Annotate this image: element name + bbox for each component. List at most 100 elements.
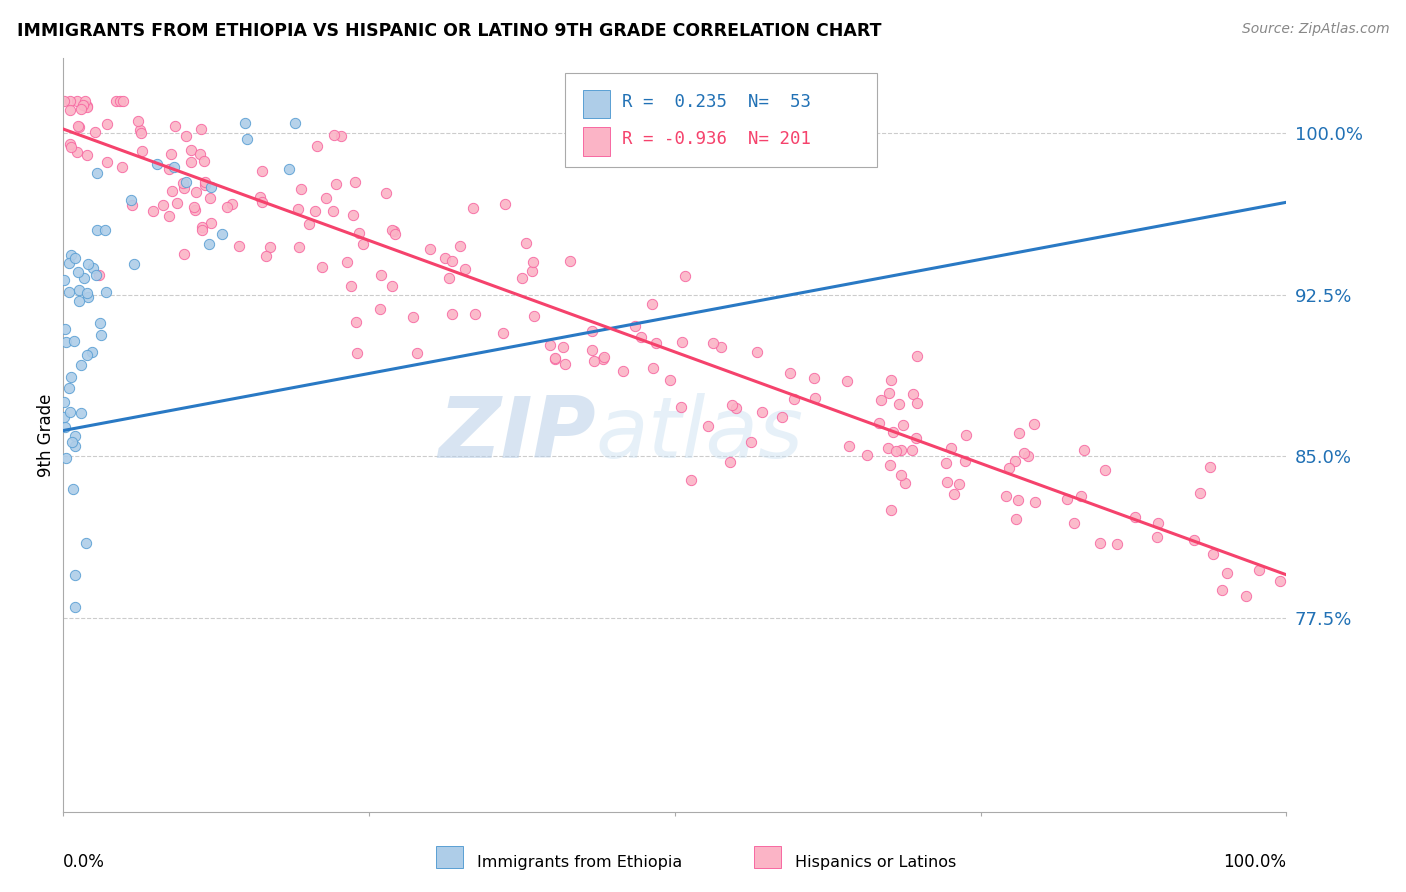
- Point: [221, 197, 243, 211]
- Point: [63, 439, 86, 453]
- Point: [659, 373, 682, 387]
- Point: [492, 326, 515, 340]
- Point: [1123, 509, 1146, 524]
- FancyBboxPatch shape: [565, 73, 877, 168]
- Point: [890, 443, 912, 458]
- Point: [461, 201, 484, 215]
- Point: [250, 164, 273, 178]
- Point: [449, 238, 471, 252]
- Point: [838, 439, 860, 453]
- Point: [522, 264, 544, 278]
- Point: [72, 98, 94, 112]
- Point: [894, 476, 917, 491]
- Point: [718, 455, 741, 469]
- Point: [1147, 516, 1170, 530]
- Text: ZIP: ZIP: [437, 393, 595, 476]
- Point: [76, 286, 98, 301]
- Point: [75, 94, 97, 108]
- Point: [593, 350, 616, 364]
- Point: [560, 253, 582, 268]
- Point: [349, 226, 371, 240]
- Point: [159, 147, 181, 161]
- Point: [368, 301, 391, 316]
- Point: [194, 178, 217, 193]
- Point: [60, 140, 83, 154]
- Point: [249, 190, 271, 204]
- Point: [779, 366, 801, 380]
- Point: [1017, 449, 1039, 463]
- Point: [53, 419, 76, 434]
- Point: [162, 160, 184, 174]
- Point: [381, 223, 404, 237]
- Point: [62, 435, 84, 450]
- Point: [751, 405, 773, 419]
- Point: [381, 278, 404, 293]
- Point: [70, 358, 93, 372]
- Point: [76, 99, 98, 113]
- Point: [887, 397, 910, 411]
- Point: [803, 371, 825, 385]
- Point: [76, 100, 98, 114]
- Point: [544, 351, 567, 366]
- Point: [311, 260, 333, 275]
- Point: [94, 285, 117, 299]
- Point: [191, 223, 214, 237]
- Point: [89, 268, 111, 282]
- Point: [336, 254, 359, 268]
- Point: [55, 335, 77, 350]
- Point: [891, 418, 914, 433]
- Point: [63, 334, 86, 348]
- Point: [877, 385, 900, 400]
- Point: [69, 102, 91, 116]
- Point: [59, 94, 82, 108]
- Point: [55, 451, 77, 466]
- Point: [86, 223, 108, 237]
- Point: [76, 148, 98, 162]
- Point: [782, 392, 804, 406]
- Point: [630, 330, 652, 344]
- Point: [879, 458, 901, 472]
- Point: [166, 195, 188, 210]
- Point: [1270, 574, 1292, 588]
- Point: [437, 271, 460, 285]
- Point: [129, 123, 152, 137]
- Point: [146, 157, 169, 171]
- Point: [725, 401, 748, 415]
- Point: [259, 239, 281, 253]
- Point: [641, 297, 664, 311]
- Point: [669, 400, 692, 414]
- Point: [747, 345, 769, 359]
- Point: [215, 200, 238, 214]
- Point: [453, 262, 475, 277]
- Point: [63, 600, 86, 615]
- Point: [770, 409, 793, 424]
- Point: [344, 315, 367, 329]
- Point: [111, 160, 134, 174]
- Point: [434, 251, 457, 265]
- Point: [673, 269, 696, 284]
- Point: [879, 503, 901, 517]
- Text: Immigrants from Ethiopia: Immigrants from Ethiopia: [477, 855, 682, 870]
- Point: [82, 260, 104, 275]
- Point: [1004, 512, 1026, 526]
- Point: [643, 361, 665, 376]
- Text: Hispanics or Latinos: Hispanics or Latinos: [794, 855, 956, 870]
- Point: [582, 354, 605, 368]
- Point: [671, 335, 693, 350]
- Point: [1107, 537, 1129, 551]
- Point: [90, 327, 112, 342]
- Y-axis label: 9th Grade: 9th Grade: [37, 393, 55, 476]
- Point: [1088, 535, 1111, 549]
- Point: [1182, 533, 1205, 547]
- Point: [330, 128, 353, 143]
- Point: [994, 490, 1017, 504]
- Point: [254, 249, 277, 263]
- Point: [198, 191, 221, 205]
- Point: [228, 239, 250, 253]
- Point: [1024, 495, 1046, 509]
- Point: [1012, 446, 1035, 460]
- Point: [943, 487, 966, 501]
- Point: [290, 182, 312, 196]
- Point: [352, 237, 374, 252]
- Point: [152, 198, 174, 212]
